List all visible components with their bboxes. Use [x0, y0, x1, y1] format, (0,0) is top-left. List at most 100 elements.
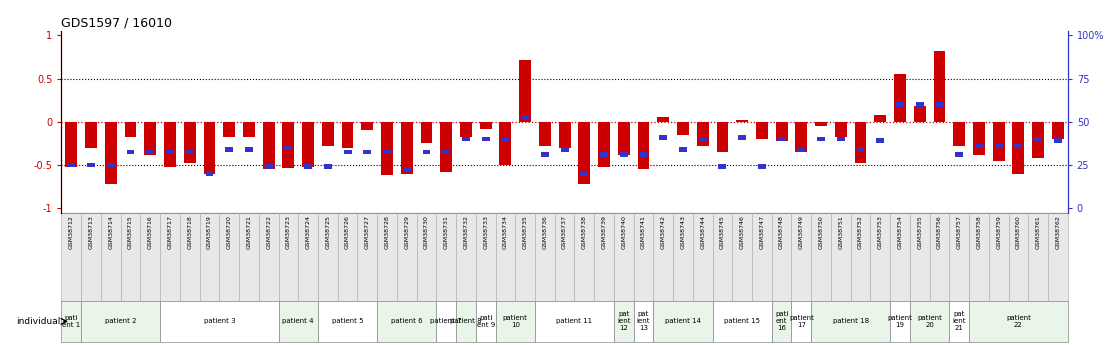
Bar	[776, 122, 787, 141]
Text: GSM38733: GSM38733	[483, 215, 489, 249]
Bar	[678, 122, 689, 135]
FancyBboxPatch shape	[160, 301, 278, 342]
FancyBboxPatch shape	[278, 213, 299, 301]
Text: patient 6: patient 6	[391, 318, 423, 324]
Bar	[502, 137, 510, 141]
Text: patient 15: patient 15	[724, 318, 760, 324]
Text: patient 8: patient 8	[451, 318, 482, 324]
Bar	[797, 147, 805, 152]
Bar	[1032, 122, 1044, 158]
Text: GSM38740: GSM38740	[622, 215, 626, 249]
Bar	[343, 150, 351, 155]
Text: GSM38715: GSM38715	[129, 215, 133, 249]
FancyBboxPatch shape	[476, 301, 495, 342]
FancyBboxPatch shape	[495, 301, 536, 342]
FancyBboxPatch shape	[929, 213, 949, 301]
Bar	[363, 150, 371, 155]
Bar	[758, 164, 766, 169]
Bar	[342, 122, 353, 148]
Bar	[598, 122, 610, 167]
Bar	[224, 122, 235, 137]
FancyBboxPatch shape	[61, 301, 82, 342]
Bar	[322, 122, 334, 146]
FancyBboxPatch shape	[1008, 213, 1029, 301]
FancyBboxPatch shape	[851, 213, 871, 301]
Text: GSM38749: GSM38749	[799, 215, 804, 249]
Bar	[817, 137, 825, 141]
Bar	[737, 120, 748, 122]
Text: GSM38724: GSM38724	[305, 215, 311, 249]
Bar	[284, 145, 292, 150]
Text: GSM38731: GSM38731	[444, 215, 448, 249]
Text: GSM38734: GSM38734	[503, 215, 508, 249]
FancyBboxPatch shape	[871, 213, 890, 301]
FancyBboxPatch shape	[1048, 213, 1068, 301]
Text: patient 11: patient 11	[557, 318, 593, 324]
Bar	[243, 122, 255, 137]
Bar	[85, 122, 97, 148]
Text: GSM38761: GSM38761	[1035, 215, 1041, 249]
Text: GSM38755: GSM38755	[917, 215, 922, 249]
FancyBboxPatch shape	[575, 213, 594, 301]
Bar	[263, 122, 275, 169]
Text: patient
20: patient 20	[917, 315, 942, 328]
Text: GSM38760: GSM38760	[1016, 215, 1021, 249]
Bar	[580, 171, 588, 176]
Bar	[459, 122, 472, 137]
Bar	[124, 122, 136, 137]
FancyBboxPatch shape	[969, 213, 988, 301]
FancyBboxPatch shape	[732, 213, 752, 301]
Text: GSM38736: GSM38736	[542, 215, 548, 249]
Bar	[738, 135, 746, 140]
Bar	[304, 164, 312, 169]
FancyBboxPatch shape	[614, 301, 634, 342]
FancyBboxPatch shape	[436, 213, 456, 301]
FancyBboxPatch shape	[594, 213, 614, 301]
FancyBboxPatch shape	[200, 213, 219, 301]
Bar	[480, 122, 492, 129]
Bar	[126, 150, 134, 155]
Text: patient 3: patient 3	[203, 318, 235, 324]
Bar	[521, 115, 529, 120]
Bar	[164, 122, 176, 167]
Text: GSM38727: GSM38727	[364, 215, 370, 249]
Text: pati
ent 9: pati ent 9	[476, 315, 495, 328]
Bar	[637, 122, 650, 169]
Text: GSM38723: GSM38723	[286, 215, 291, 249]
Bar	[778, 137, 786, 141]
FancyBboxPatch shape	[771, 213, 792, 301]
Bar	[600, 152, 608, 157]
FancyBboxPatch shape	[712, 301, 771, 342]
FancyBboxPatch shape	[121, 213, 141, 301]
FancyBboxPatch shape	[101, 213, 121, 301]
FancyBboxPatch shape	[536, 301, 614, 342]
Text: pati
ent
16: pati ent 16	[775, 312, 788, 332]
Bar	[874, 115, 887, 122]
FancyBboxPatch shape	[812, 301, 890, 342]
Text: GSM38756: GSM38756	[937, 215, 942, 249]
Text: pati
ent 1: pati ent 1	[63, 315, 80, 328]
FancyBboxPatch shape	[555, 213, 575, 301]
Text: pat
ient
21: pat ient 21	[953, 312, 966, 332]
Bar	[420, 122, 433, 144]
Bar	[837, 137, 845, 141]
Bar	[105, 122, 116, 184]
Text: GSM38713: GSM38713	[88, 215, 94, 249]
FancyBboxPatch shape	[180, 213, 200, 301]
Bar	[225, 147, 234, 152]
Bar	[183, 122, 196, 163]
FancyBboxPatch shape	[476, 213, 495, 301]
FancyBboxPatch shape	[495, 213, 515, 301]
Text: GSM38718: GSM38718	[187, 215, 192, 249]
Bar	[578, 122, 590, 184]
Text: GSM38732: GSM38732	[464, 215, 468, 249]
Bar	[539, 122, 551, 146]
FancyBboxPatch shape	[397, 213, 417, 301]
Bar	[619, 152, 627, 157]
FancyBboxPatch shape	[358, 213, 377, 301]
FancyBboxPatch shape	[82, 301, 160, 342]
Bar	[324, 164, 332, 169]
Text: patient
10: patient 10	[503, 315, 528, 328]
FancyBboxPatch shape	[141, 213, 160, 301]
FancyBboxPatch shape	[614, 213, 634, 301]
